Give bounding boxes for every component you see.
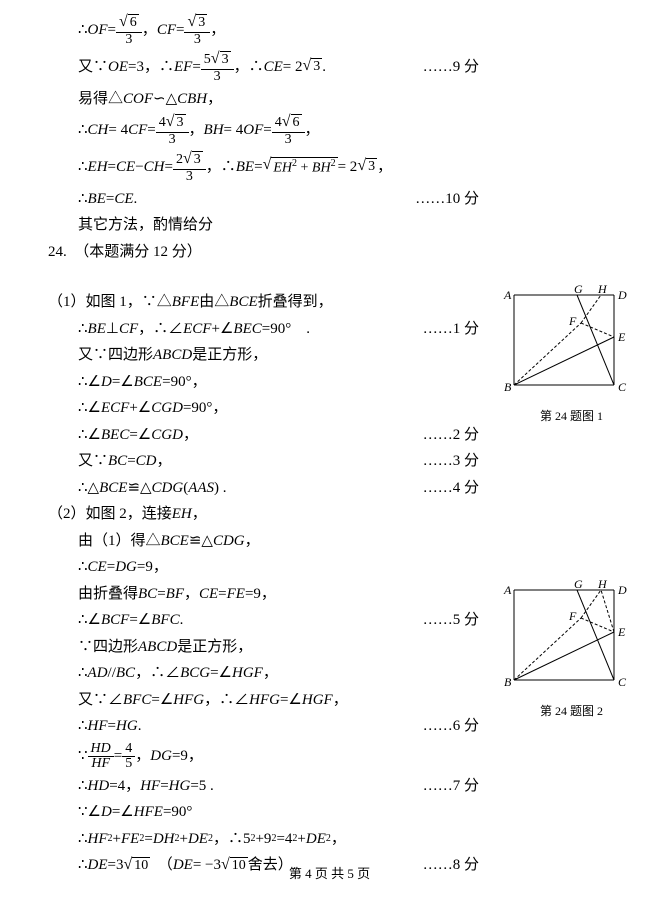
text-line: ∴HF2+FE2=DH2+DE2，∴52+92=42+DE2，	[48, 828, 619, 851]
line-content: 又∵OE=3，∴ EF = 5√33，∴ CE = 2√3 .	[78, 51, 326, 84]
score-marker: ……4 分	[423, 477, 619, 500]
text-line: 其它方法，酌情给分	[48, 214, 619, 237]
line-content: ∴CE=DG=9，	[78, 556, 168, 579]
line-content: ∴BE⊥CF，∴∠ECF+∠BEC=90° .	[78, 318, 310, 341]
text-line: ∴HD=4，HF=HG=5 . ……7 分	[48, 775, 619, 798]
text-line: ∴ OF = √63，CF = √33，	[48, 14, 619, 47]
line-content: （1）如图 1，∵△BFE 由△BCE 折叠得到，	[48, 291, 333, 314]
text-line: ∴ EH = CE − CH = 2√33，∴ BE = √EH2 + BH2 …	[48, 151, 619, 184]
text-line: 由（1）得△BCE≌△CDG，	[48, 530, 619, 553]
text-line: 又∵BC=CD， ……3 分	[48, 450, 619, 473]
line-content: ∴ CH = 4CF = 4√33，BH = 4OF = 4√63，	[78, 114, 320, 147]
svg-text:G: G	[574, 580, 583, 591]
figure-1-svg: A D B C G H E F	[499, 285, 644, 395]
svg-text:F: F	[568, 314, 577, 328]
svg-text:H: H	[597, 580, 608, 591]
score-marker: ……9 分	[423, 56, 619, 79]
figure-1-caption: 第 24 题图 1	[499, 407, 644, 425]
line-content: ∵四边形 ABCD 是正方形，	[78, 636, 252, 659]
svg-text:G: G	[574, 285, 583, 296]
line-content: ∴ EH = CE − CH = 2√33，∴ BE = √EH2 + BH2 …	[78, 151, 392, 184]
score-marker: ……2 分	[423, 424, 619, 447]
line-content: ∴HF2+FE2=DH2+DE2，∴52+92=42+DE2，	[78, 828, 346, 851]
svg-text:D: D	[617, 583, 627, 597]
line-content: ∴HD=4，HF=HG=5 .	[78, 775, 214, 798]
line-content: ∴∠D=∠BCE=90°，	[78, 371, 207, 394]
text-line: 又∵OE=3，∴ EF = 5√33，∴ CE = 2√3 . ……9 分	[48, 51, 619, 84]
line-content: ∴BE=CE.	[78, 188, 137, 211]
svg-text:C: C	[618, 675, 627, 689]
svg-text:B: B	[504, 380, 512, 394]
line-content: ∴ OF = √63，CF = √33，	[78, 14, 225, 47]
line-content: ∵ HDHF = 45，DG=9，	[78, 742, 203, 771]
text-line: ∴BE=CE. ……10 分	[48, 188, 619, 211]
svg-text:B: B	[504, 675, 512, 689]
line-content: ∴∠ECF+∠CGD=90°，	[78, 397, 227, 420]
figure-2-caption: 第 24 题图 2	[499, 702, 644, 720]
svg-text:F: F	[568, 609, 577, 623]
figure-1: A D B C G H E F 第 24 题图 1	[499, 285, 644, 425]
line-content: 又∵BC=CD，	[78, 450, 172, 473]
figure-2: A D B C G H E F 第 24 题图 2	[499, 580, 644, 720]
score-marker: ……7 分	[423, 775, 619, 798]
line-content: ∴△BCE≌△CDG(AAS) .	[78, 477, 227, 500]
line-content: 24. （本题满分 12 分）	[48, 241, 202, 264]
svg-text:C: C	[618, 380, 627, 394]
text-line: 24. （本题满分 12 分）	[48, 241, 619, 264]
score-marker: ……3 分	[423, 450, 619, 473]
line-content: 易得△COF∽△CBH，	[78, 88, 222, 111]
line-content: 由折叠得 BC=BF，CE=FE=9，	[78, 583, 276, 606]
text-line: （2）如图 2，连接 EH，	[48, 503, 619, 526]
text-line: 易得△COF∽△CBH，	[48, 88, 619, 111]
text-line: ∵∠D=∠HFE=90°	[48, 801, 619, 824]
svg-text:A: A	[503, 583, 512, 597]
line-content: （2）如图 2，连接 EH，	[48, 503, 207, 526]
text-line: ∵ HDHF = 45，DG=9，	[48, 742, 619, 771]
svg-text:D: D	[617, 288, 627, 302]
line-content: 又∵∠BFC=∠HFG，∴∠HFG=∠HGF，	[78, 689, 348, 712]
svg-text:A: A	[503, 288, 512, 302]
line-content: 又∵四边形 ABCD 是正方形，	[78, 344, 267, 367]
line-content: 其它方法，酌情给分	[78, 214, 213, 237]
line-content: ∵∠D=∠HFE=90°	[78, 801, 192, 824]
line-content: 由（1）得△BCE≌△CDG，	[78, 530, 260, 553]
line-content: ∴∠BCF=∠BFC .	[78, 609, 183, 632]
score-marker: ……10 分	[415, 188, 619, 211]
text-line: ∴ CH = 4CF = 4√33，BH = 4OF = 4√63，	[48, 114, 619, 147]
line-content: ∴∠BEC=∠CGD，	[78, 424, 198, 447]
text-line: ∴∠BEC=∠CGD， ……2 分	[48, 424, 619, 447]
line-content: ∴HF=HG .	[78, 715, 141, 738]
page-footer: 第 4 页 共 5 页	[0, 864, 659, 884]
figure-2-svg: A D B C G H E F	[499, 580, 644, 690]
svg-text:H: H	[597, 285, 608, 296]
svg-text:E: E	[617, 625, 626, 639]
svg-text:E: E	[617, 330, 626, 344]
text-line: ∴CE=DG=9，	[48, 556, 619, 579]
text-line: ∴△BCE≌△CDG(AAS) . ……4 分	[48, 477, 619, 500]
line-content: ∴AD//BC，∴∠BCG=∠HGF，	[78, 662, 278, 685]
